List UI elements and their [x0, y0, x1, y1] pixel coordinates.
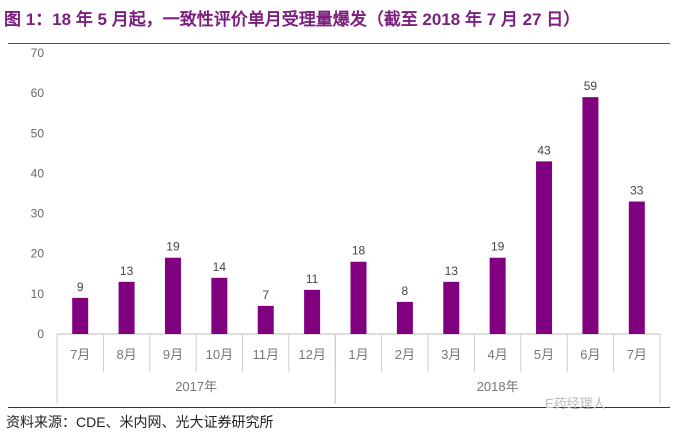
y-tick-label: 0 [37, 327, 44, 341]
x-tick-label: 2月 [395, 347, 415, 362]
data-label: 19 [491, 240, 505, 254]
x-tick-label: 6月 [580, 347, 600, 362]
group-label: 2017年 [175, 379, 217, 394]
y-tick-label: 10 [31, 287, 45, 301]
bar [350, 261, 367, 334]
data-label: 18 [352, 244, 366, 258]
data-label: 14 [213, 260, 227, 274]
x-tick-label: 5月 [534, 347, 554, 362]
data-label: 9 [77, 280, 84, 294]
bar [164, 257, 181, 334]
watermark: E药经理人 [545, 396, 606, 411]
data-label: 33 [630, 184, 644, 198]
data-label: 59 [584, 79, 598, 93]
data-label: 19 [166, 240, 180, 254]
source-note: 资料来源：CDE、米内网、光大证券研究所 [6, 414, 274, 430]
bar [211, 277, 228, 334]
x-tick-label: 10月 [206, 347, 233, 362]
bar [489, 257, 506, 334]
y-tick-label: 30 [31, 207, 45, 221]
data-label: 13 [445, 264, 459, 278]
bar [628, 201, 645, 334]
bar [304, 289, 321, 334]
data-label: 43 [537, 143, 551, 157]
bar [582, 97, 599, 335]
group-label: 2018年 [477, 379, 519, 394]
bar [257, 305, 274, 334]
y-tick-label: 70 [31, 46, 45, 60]
x-tick-label: 7月 [627, 347, 647, 362]
data-label: 7 [262, 288, 269, 302]
x-tick-label: 4月 [488, 347, 508, 362]
y-tick-label: 50 [31, 126, 45, 140]
y-tick-label: 40 [31, 166, 45, 180]
data-label: 13 [120, 264, 134, 278]
x-tick-label: 9月 [163, 347, 183, 362]
x-tick-label: 8月 [116, 347, 136, 362]
bar [443, 281, 460, 334]
bar [118, 281, 135, 334]
y-tick-label: 60 [31, 86, 45, 100]
bar [396, 301, 413, 334]
x-tick-label: 7月 [70, 347, 90, 362]
bar [536, 161, 553, 334]
data-label: 11 [306, 272, 319, 286]
y-tick-label: 20 [31, 247, 45, 261]
x-tick-label: 11月 [252, 347, 279, 362]
x-tick-label: 1月 [348, 347, 368, 362]
footer-divider [8, 407, 670, 408]
x-tick-label: 12月 [298, 347, 325, 362]
chart-title: 图 1：18 年 5 月起，一致性评价单月受理量爆发（截至 2018 年 7 月… [4, 10, 581, 29]
bar [72, 297, 89, 334]
x-tick-label: 3月 [441, 347, 461, 362]
data-label: 8 [402, 284, 409, 298]
title-divider [8, 43, 670, 44]
